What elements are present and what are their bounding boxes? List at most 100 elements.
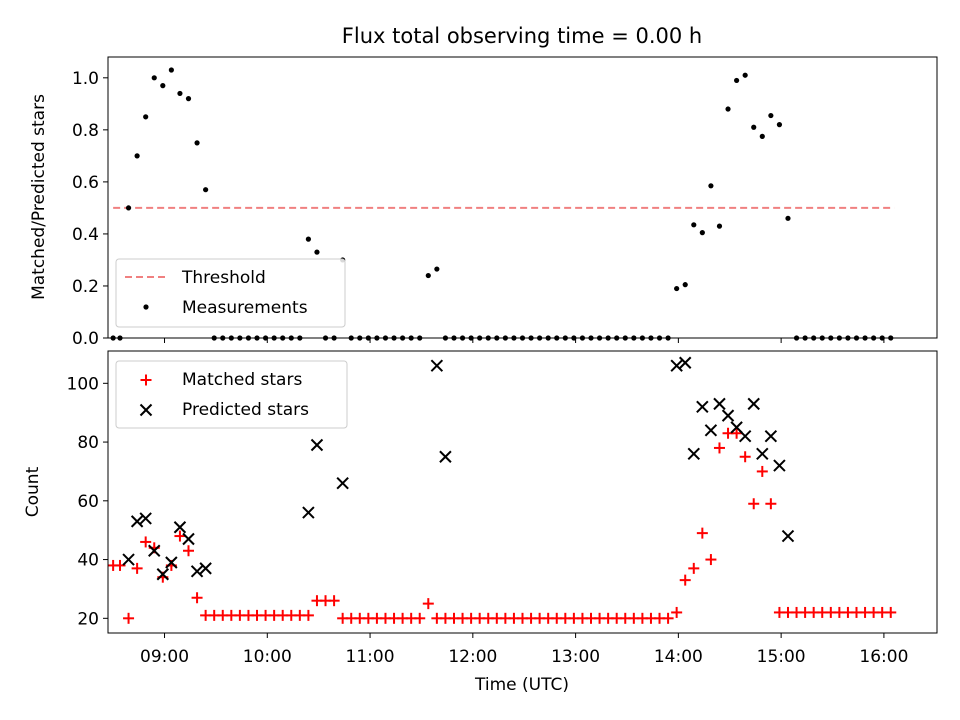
measurement-point	[134, 153, 140, 159]
bottom-y-tick-label: 40	[77, 551, 99, 571]
bottom-x-tick-label: 11:00	[346, 647, 395, 667]
measurement-point	[425, 272, 431, 279]
matched-point	[174, 530, 186, 542]
predicted-point	[156, 568, 170, 581]
bottom-panel: 20 40 60 80 100 09:00 10:00 11:00 12:00 13:00 14:…	[23, 350, 938, 695]
top-y-tick-label: 0.4	[72, 225, 99, 245]
predicted-point	[190, 565, 204, 578]
matched-point	[131, 562, 143, 574]
predicted-point	[773, 459, 786, 472]
predicted-point	[721, 409, 735, 422]
bottom-axes-frame	[107, 350, 938, 634]
predicted-point	[704, 424, 718, 437]
top-y-tick-label: 0.0	[72, 329, 99, 349]
matched-point	[731, 427, 743, 439]
top-axes-frame	[107, 56, 938, 339]
predicted-point	[738, 429, 752, 443]
measurement-point	[751, 124, 757, 130]
bottom-x-tick-label: 12:00	[448, 647, 497, 667]
matched-point	[671, 606, 683, 618]
top-y-tick-label: 0.8	[72, 121, 99, 141]
chart-title: Flux total observing time = 0.00 h	[342, 24, 702, 48]
matched-point	[302, 609, 314, 621]
measurement-point	[742, 72, 748, 78]
bottom-x-tick-label: 15:00	[757, 647, 806, 667]
top-y-tick-label: 0.2	[72, 277, 99, 297]
matched-point	[140, 536, 152, 548]
top-legend: Threshold Measurements	[115, 258, 346, 328]
bottom-legend: Matched stars Predicted stars	[115, 360, 348, 429]
top-panel: 0.0 0.2 0.4 0.6 0.8 1.0 Matched/Predicted sta…	[29, 56, 938, 349]
measurement-point	[168, 67, 174, 73]
bottom-x-tick-label: 16:00	[859, 647, 908, 667]
bottom-y-tick-label: 20	[77, 609, 99, 629]
measurement-point	[759, 133, 765, 139]
predicted-point	[148, 544, 161, 557]
predicted-point	[310, 438, 324, 452]
bottom-y-axis: 20 40 60 80 100	[67, 374, 108, 629]
predicted-point	[139, 512, 152, 525]
measurement-point	[194, 140, 200, 146]
measurement-point	[768, 112, 774, 119]
bottom-x-tick-label: 14:00	[654, 647, 703, 667]
legend-matched-swatch	[140, 374, 152, 386]
bottom-x-tick-label: 10:00	[243, 647, 292, 667]
bottom-y-tick-label: 60	[77, 492, 99, 512]
matched-point	[688, 562, 700, 574]
predicted-point	[679, 356, 692, 369]
measurement-point	[734, 77, 740, 84]
measurement-point	[160, 83, 166, 89]
legend-predicted-label: Predicted stars	[182, 400, 309, 420]
legend-matched-label: Matched stars	[182, 370, 302, 390]
top-y-axis-label: Matched/Predicted stars	[29, 94, 49, 300]
predicted-point	[165, 556, 178, 569]
measurement-point	[185, 96, 192, 102]
matched-point	[739, 451, 751, 463]
matched-point	[885, 606, 897, 618]
predicted-point	[687, 447, 700, 461]
measurement-point	[434, 266, 440, 272]
bottom-legend-box	[115, 360, 348, 429]
predicted-point	[173, 521, 187, 534]
matched-point	[328, 595, 340, 607]
measurement-point	[785, 215, 791, 221]
predicted-point	[122, 553, 135, 566]
measurement-point	[177, 90, 183, 97]
matched-point	[696, 527, 708, 539]
bottom-y-tick-label: 80	[77, 433, 99, 453]
top-y-tick-label: 0.6	[72, 173, 99, 193]
matched-point	[183, 545, 195, 557]
measurement-point	[305, 236, 311, 242]
measurement-point	[151, 75, 157, 81]
top-legend-box	[115, 258, 346, 328]
measurement-point	[674, 285, 680, 292]
predicted-point	[430, 359, 444, 372]
measurement-point	[776, 122, 783, 128]
predicted-point	[130, 515, 144, 528]
measurement-point	[691, 222, 697, 228]
legend-measurements-label: Measurements	[182, 298, 308, 318]
predicted-point	[747, 397, 760, 411]
measurement-point	[682, 282, 688, 288]
bottom-y-axis-label: Count	[23, 466, 43, 517]
measurement-point	[699, 230, 705, 236]
legend-predicted-swatch	[139, 403, 153, 417]
matched-point	[748, 498, 760, 510]
matched-point	[191, 592, 203, 604]
x-axis-label: Time (UTC)	[474, 675, 569, 695]
bottom-y-tick-label: 100	[67, 374, 99, 394]
measurement-point	[314, 249, 320, 255]
bottom-x-tick-label: 13:00	[551, 647, 600, 667]
predicted-point	[302, 506, 315, 519]
measurement-point	[203, 187, 209, 193]
predicted-point	[713, 397, 726, 411]
bottom-plot-area	[107, 356, 897, 624]
matched-point	[756, 465, 768, 477]
top-y-axis: 0.0 0.2 0.4 0.6 0.8 1.0	[72, 69, 108, 349]
top-x-axis	[164, 338, 885, 343]
predicted-point	[696, 400, 709, 414]
bottom-x-axis: 09:00 10:00 11:00 12:00 13:00 14:00 15:00 16:00	[140, 633, 908, 667]
matched-point	[414, 612, 426, 624]
measurement-point	[716, 223, 723, 229]
